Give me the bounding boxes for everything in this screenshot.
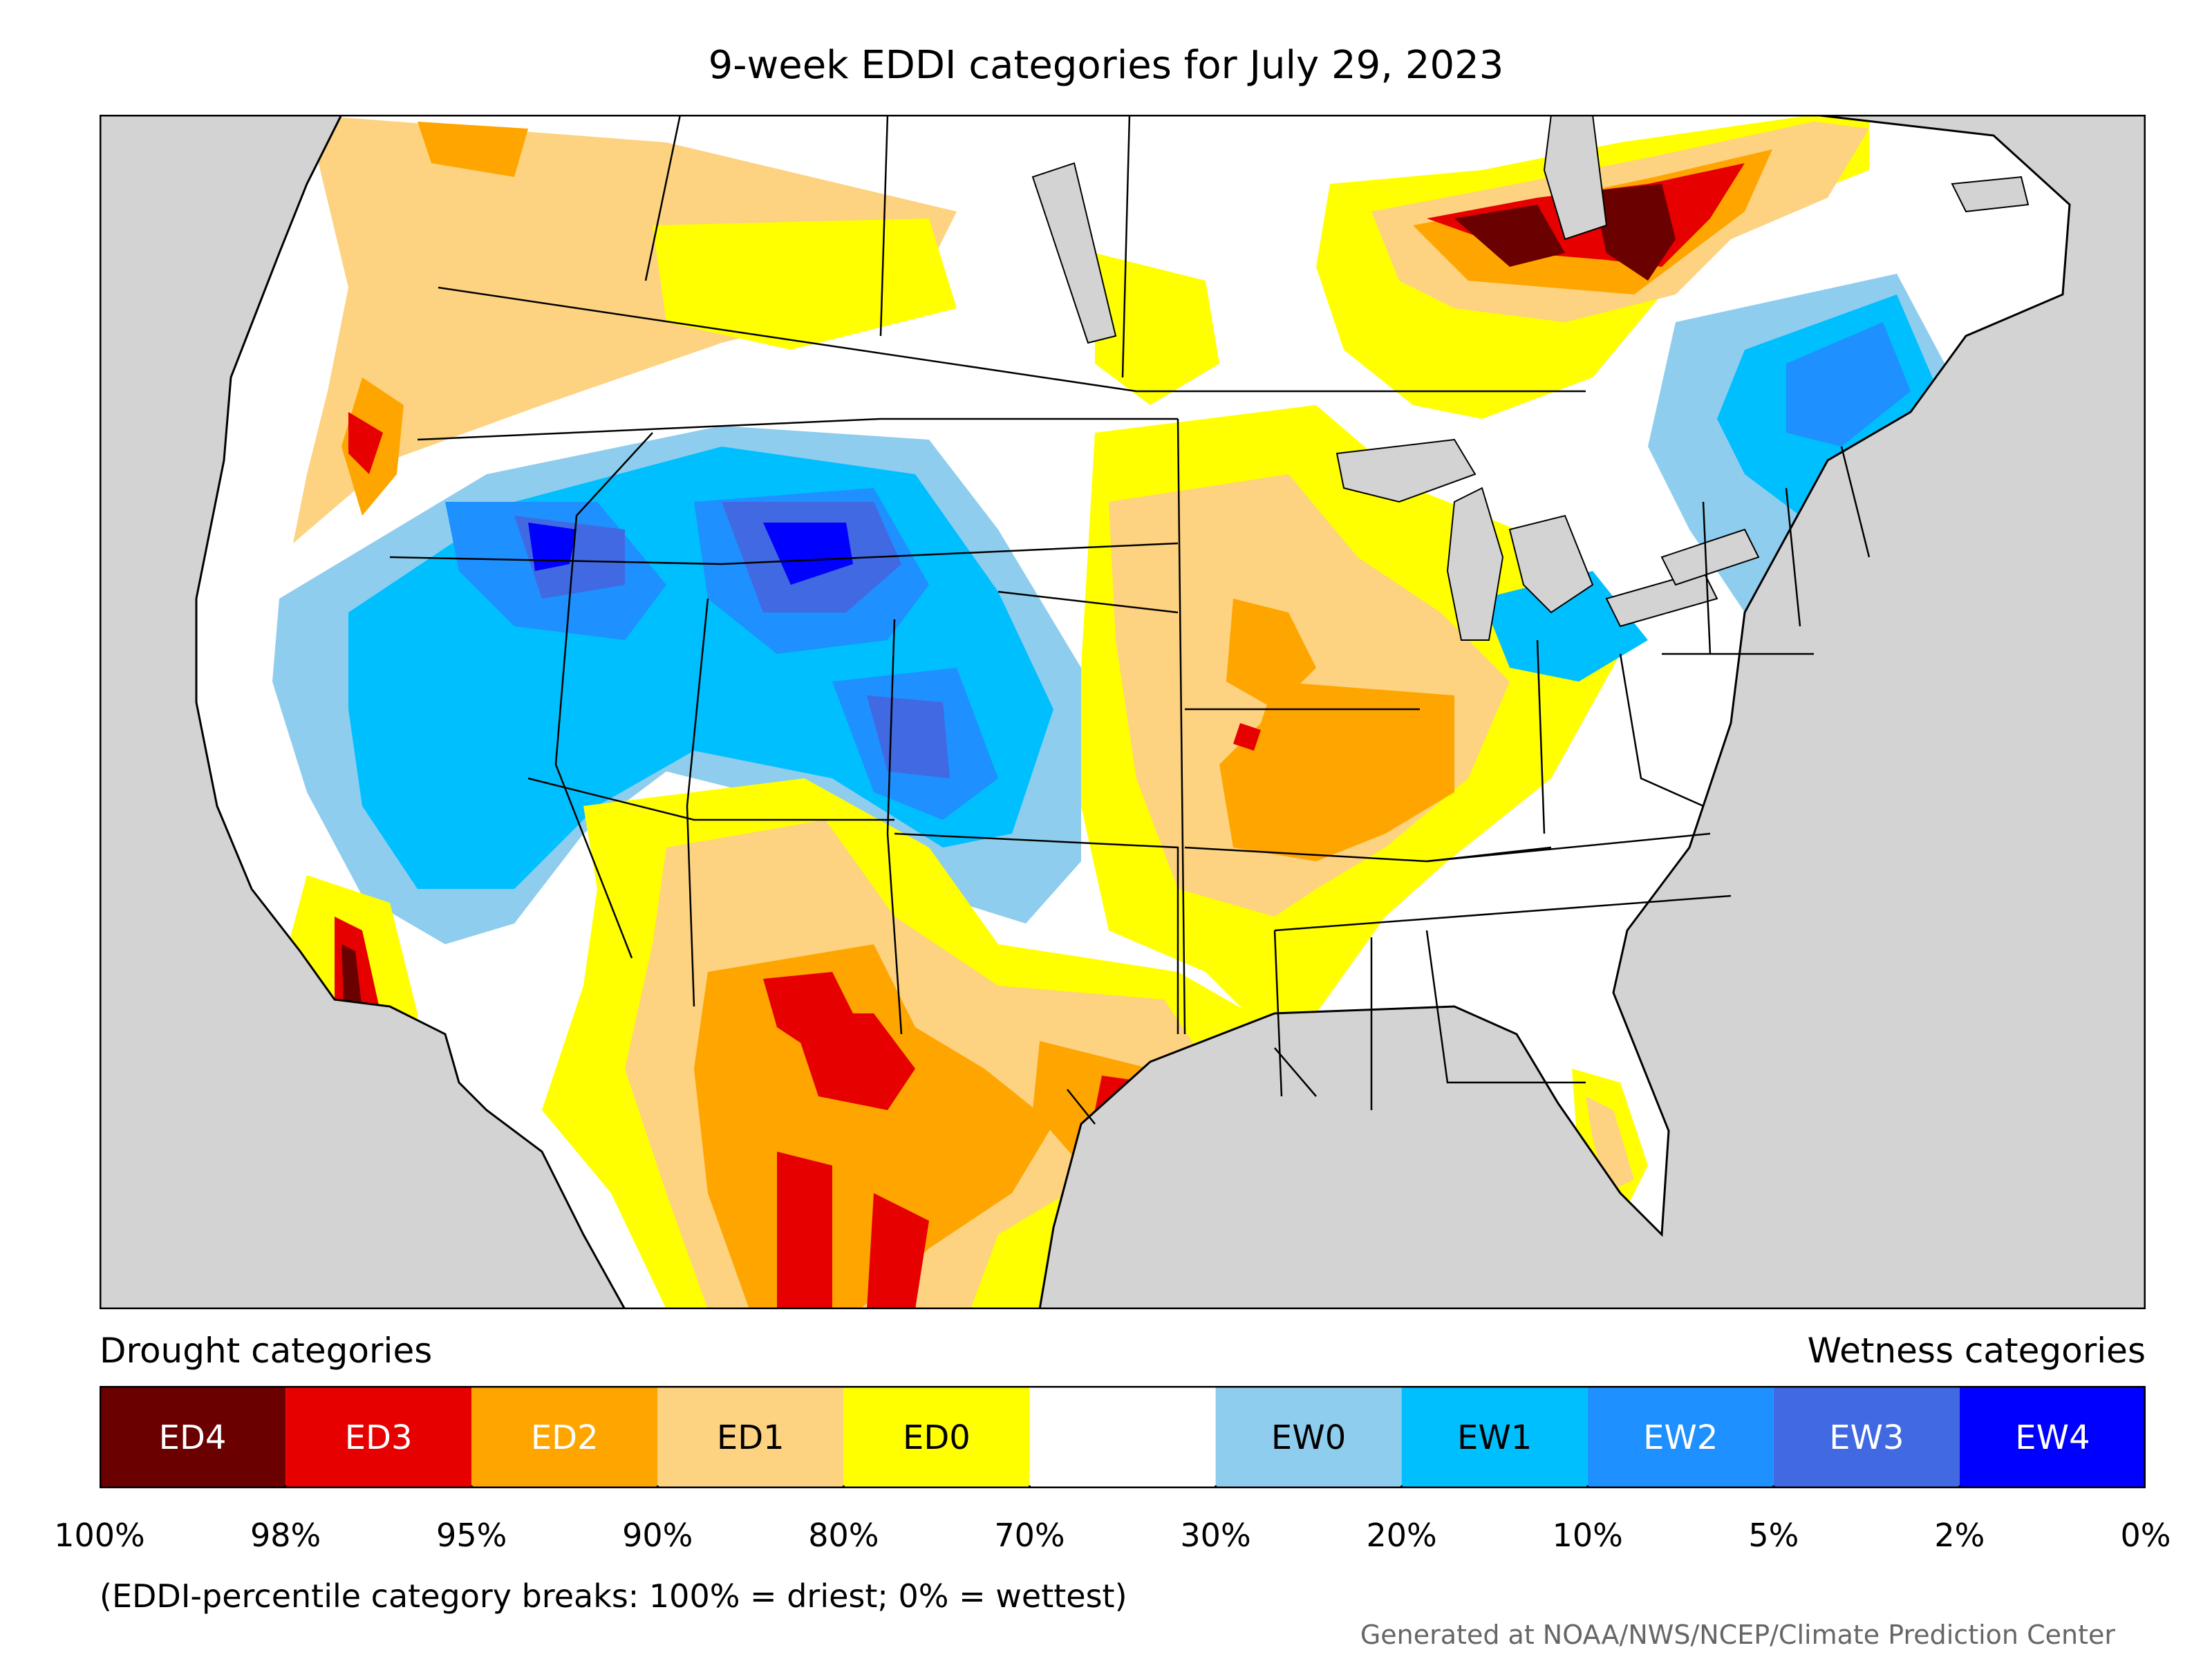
legend-frame [100,1386,2146,1488]
legend-break-label: 10% [1552,1517,1623,1554]
legend-swatch [471,1386,658,1488]
map-title: 9-week EDDI categories for July 29, 2023 [708,43,1504,88]
category-note: (EDDI-percentile category breaks: 100% =… [100,1577,1127,1615]
legend-category-label: ED1 [717,1418,785,1457]
legend-colorbar: ED4 ED3 ED2 ED1 ED0 EW0 EW1 EW2 EW3 EW4 [100,1386,2146,1488]
legend-break-label: 20% [1366,1517,1437,1554]
legend-break-label: 70% [994,1517,1065,1554]
legend-category-label: EW0 [1271,1418,1346,1457]
legend-swatch [1215,1386,1402,1488]
legend-swatch [100,1386,286,1488]
legend-break-label: 90% [622,1517,693,1554]
legend-swatch [285,1386,472,1488]
state-borders [389,115,1871,1125]
legend-break-label: 100% [54,1517,145,1554]
legend-break-label: 80% [808,1517,879,1554]
legend-category-label: ED4 [159,1418,227,1457]
legend-break-label: 2% [1934,1517,1985,1554]
legend-category-label: EW4 [2015,1418,2090,1457]
legend-category-label: EW1 [1457,1418,1532,1457]
water-bodies [1031,115,2030,641]
legend-swatch [1773,1386,1960,1488]
credit-text: Generated at NOAA/NWS/NCEP/Climate Predi… [1360,1620,2115,1650]
legend-swatch [1029,1386,1216,1488]
drought-categories-label: Drought categories [100,1331,433,1371]
legend-break-label: 0% [2120,1517,2171,1554]
legend-category-label: ED0 [903,1418,971,1457]
legend-category-label: EW3 [1829,1418,1904,1457]
legend-swatch [1401,1386,1588,1488]
legend-break-label: 95% [436,1517,507,1554]
legend-swatch [657,1386,844,1488]
legend-swatch [1587,1386,1774,1488]
legend-category-label: EW2 [1643,1418,1718,1457]
eddi-map [100,115,2146,1309]
legend-swatch [1959,1386,2146,1488]
legend-category-label: ED2 [531,1418,599,1457]
legend-swatch [843,1386,1030,1488]
legend-break-label: 30% [1180,1517,1251,1554]
legend-category-label: ED3 [345,1418,413,1457]
legend-break-label: 5% [1748,1517,1799,1554]
legend-break-label: 98% [250,1517,321,1554]
wetness-categories-label: Wetness categories [1807,1331,2146,1371]
